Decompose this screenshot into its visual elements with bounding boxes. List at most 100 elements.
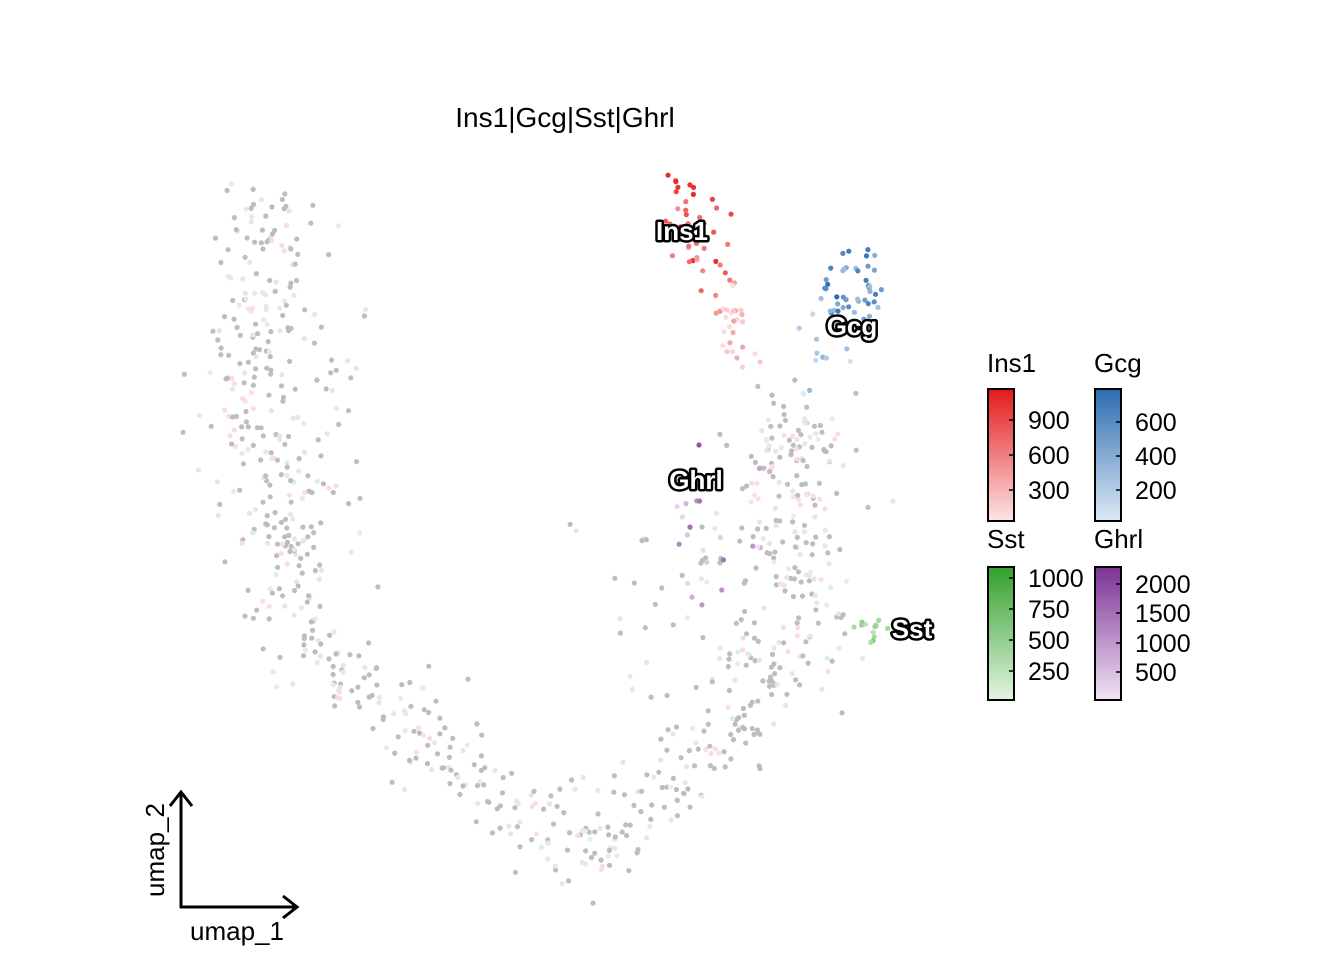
cell-point xyxy=(684,763,690,770)
cell-point xyxy=(279,196,285,203)
cell-point xyxy=(704,579,710,585)
cell-point xyxy=(771,661,777,667)
cell-point xyxy=(755,544,761,550)
cell-point xyxy=(728,211,734,217)
cell-point xyxy=(262,292,268,298)
cell-point xyxy=(670,775,677,782)
cell-point xyxy=(250,442,256,448)
cell-point xyxy=(301,642,307,648)
cell-point xyxy=(561,810,567,816)
cell-point xyxy=(865,301,871,307)
cell-point xyxy=(357,495,363,501)
cell-point xyxy=(318,567,325,574)
cell-point xyxy=(215,337,221,343)
cell-point xyxy=(835,301,841,307)
cell-point xyxy=(277,654,283,661)
cell-point xyxy=(590,900,596,906)
cell-point xyxy=(705,721,711,727)
cell-point xyxy=(231,381,237,387)
cell-point xyxy=(329,357,335,363)
cell-point xyxy=(794,633,801,639)
cell-point xyxy=(627,673,633,679)
cell-point xyxy=(347,652,353,658)
cell-point xyxy=(376,700,382,706)
cell-point xyxy=(299,570,305,576)
cell-point xyxy=(413,749,419,755)
cell-point xyxy=(229,375,235,381)
cell-point xyxy=(807,434,813,440)
cell-point xyxy=(296,456,302,462)
feature-label-gcg: Gcg xyxy=(827,311,878,341)
cell-point xyxy=(255,331,261,337)
cell-point xyxy=(275,541,281,547)
cell-point xyxy=(326,632,333,638)
cell-point xyxy=(312,311,318,317)
cell-point xyxy=(253,321,259,327)
cell-point xyxy=(318,641,324,647)
cell-point xyxy=(845,330,851,336)
cell-point xyxy=(759,428,765,434)
cell-point xyxy=(667,784,673,790)
cell-point xyxy=(328,370,334,376)
cell-point xyxy=(690,191,697,197)
cell-point xyxy=(475,800,481,807)
cell-point xyxy=(254,425,260,431)
cell-point xyxy=(250,186,256,192)
y-axis-label: umap_2 xyxy=(140,803,170,897)
cell-point xyxy=(709,679,715,685)
cell-point xyxy=(829,416,835,422)
cell-point xyxy=(617,630,624,636)
cell-point xyxy=(772,549,778,555)
cell-point xyxy=(797,551,803,558)
cell-point xyxy=(391,711,397,717)
cell-point xyxy=(268,371,274,377)
x-axis-arrowhead xyxy=(282,894,300,920)
cell-point xyxy=(305,534,311,540)
cell-point xyxy=(314,660,320,666)
cell-point xyxy=(263,213,269,219)
cell-point xyxy=(308,524,314,530)
cell-point xyxy=(326,656,332,662)
cell-point xyxy=(867,283,873,289)
cell-point xyxy=(683,207,689,213)
cell-point xyxy=(851,309,858,315)
cell-point xyxy=(284,460,290,466)
cell-point xyxy=(629,686,635,693)
cell-point xyxy=(795,624,801,631)
cell-point xyxy=(784,481,791,487)
cell-point xyxy=(237,361,243,367)
cell-point xyxy=(795,497,802,503)
cell-point xyxy=(819,429,825,435)
cell-point xyxy=(713,510,720,516)
cell-point xyxy=(250,615,256,621)
cell-point xyxy=(813,431,819,437)
cell-point xyxy=(583,848,589,854)
cell-point xyxy=(871,634,877,640)
legend: Ins1 900 600 300 Gcg 600 400 200 Sst 100… xyxy=(987,348,1191,701)
cell-point xyxy=(813,607,819,613)
cell-point xyxy=(611,789,617,795)
cell-point xyxy=(738,307,744,313)
cell-point xyxy=(315,437,321,443)
cell-point xyxy=(270,455,276,461)
cell-point xyxy=(673,179,679,185)
cell-point xyxy=(865,504,871,510)
cell-point xyxy=(300,524,306,530)
cell-point xyxy=(221,314,228,320)
cell-point xyxy=(705,708,711,714)
cell-point xyxy=(812,514,818,520)
cell-point xyxy=(279,541,285,547)
cell-point xyxy=(264,522,270,528)
cell-point xyxy=(797,502,804,508)
cell-point xyxy=(740,724,746,730)
cell-point xyxy=(292,386,298,392)
cell-point xyxy=(815,436,821,442)
cell-point xyxy=(282,191,288,197)
cell-point xyxy=(769,435,775,441)
cell-point xyxy=(288,280,294,286)
cell-point xyxy=(237,487,243,493)
cell-point xyxy=(279,243,285,249)
cell-point xyxy=(700,634,706,641)
cell-point xyxy=(267,277,273,284)
cell-point xyxy=(809,552,815,558)
